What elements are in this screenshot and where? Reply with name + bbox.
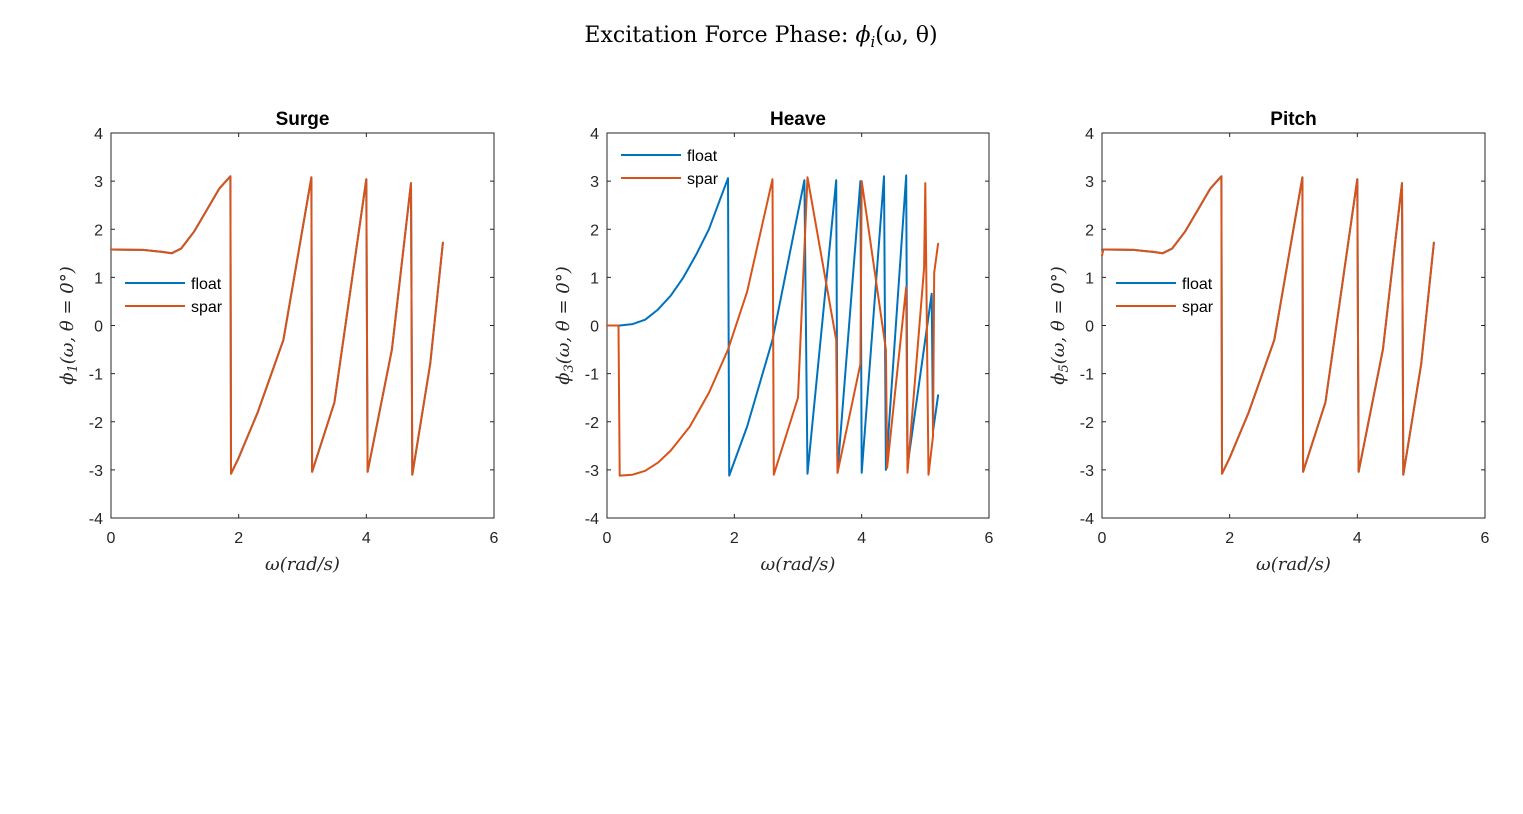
y-tick-label: 3 bbox=[590, 174, 599, 191]
legend-label-float: float bbox=[1182, 276, 1213, 293]
x-axis-label: ω(rad/s) bbox=[1256, 554, 1331, 575]
x-tick-label: 0 bbox=[1098, 530, 1107, 547]
figure-title-text: Excitation Force Phase: bbox=[584, 23, 855, 48]
series-line-spar bbox=[110, 175, 444, 476]
panel-title: Pitch bbox=[1270, 109, 1316, 130]
x-axis-label: ω(rad/s) bbox=[265, 554, 340, 575]
y-tick-label: 2 bbox=[590, 222, 599, 239]
figure-title: Excitation Force Phase: ϕi(ω, θ) bbox=[584, 23, 937, 51]
figure-title-subscript: i bbox=[870, 33, 875, 51]
y-tick-label: 1 bbox=[1085, 270, 1094, 287]
y-tick-label: -3 bbox=[585, 463, 599, 480]
y-axis-label-args: (ω, θ = 0°) bbox=[1048, 266, 1069, 364]
y-tick-label: 0 bbox=[94, 319, 103, 336]
y-tick-label: -1 bbox=[1080, 367, 1094, 384]
y-tick-label: -1 bbox=[585, 367, 599, 384]
y-axis-label-subscript: 3 bbox=[562, 364, 577, 372]
series-line-float bbox=[606, 174, 940, 477]
y-axis-label: ϕ1(ω, θ = 0°) bbox=[57, 266, 81, 385]
y-tick-label: 0 bbox=[1085, 319, 1094, 336]
y-tick-label: -1 bbox=[89, 367, 103, 384]
x-tick-label: 2 bbox=[234, 530, 243, 547]
y-axis-label-subscript: 1 bbox=[66, 364, 81, 372]
x-tick-label: 6 bbox=[1481, 530, 1490, 547]
series-line-spar bbox=[606, 176, 940, 477]
y-tick-label: 2 bbox=[94, 222, 103, 239]
x-tick-label: 4 bbox=[362, 530, 371, 547]
legend-label-float: float bbox=[191, 276, 222, 293]
y-axis-label: ϕ5(ω, θ = 0°) bbox=[1048, 266, 1072, 385]
figure-title-args: (ω, θ) bbox=[875, 23, 937, 48]
legend: float spar bbox=[1116, 276, 1214, 316]
legend-label-spar: spar bbox=[687, 171, 719, 188]
panel-title: Surge bbox=[276, 109, 330, 130]
y-tick-label: -4 bbox=[89, 511, 103, 528]
x-tick-label: 6 bbox=[985, 530, 994, 547]
y-axis-label-subscript: 5 bbox=[1057, 364, 1072, 372]
legend-label-spar: spar bbox=[191, 299, 223, 316]
y-tick-label: 3 bbox=[1085, 174, 1094, 191]
x-tick-label: 2 bbox=[730, 530, 739, 547]
y-tick-label: -2 bbox=[1080, 415, 1094, 432]
x-tick-label: 2 bbox=[1225, 530, 1234, 547]
x-tick-label: 6 bbox=[490, 530, 499, 547]
axes-box bbox=[1101, 132, 1486, 519]
y-axis-label-args: (ω, θ = 0°) bbox=[57, 266, 78, 364]
y-tick-label: 0 bbox=[590, 319, 599, 336]
y-axis-label-args: (ω, θ = 0°) bbox=[553, 266, 574, 364]
y-tick-label: -3 bbox=[89, 463, 103, 480]
axes-box bbox=[110, 132, 495, 519]
x-tick-label: 4 bbox=[857, 530, 866, 547]
y-axis-label-symbol: ϕ bbox=[553, 372, 574, 384]
x-tick-label: 0 bbox=[603, 530, 612, 547]
y-tick-label: -4 bbox=[585, 511, 599, 528]
panel-pitch: -4 -3 -2 -1 0 1 2 3 4 0 2 4 6 Pitch ω(rad/s) ϕ5(ω, θ = … bbox=[1048, 109, 1490, 575]
y-tick-label: 1 bbox=[94, 270, 103, 287]
legend-label-spar: spar bbox=[1182, 299, 1214, 316]
figure-title-symbol: ϕ bbox=[855, 23, 870, 48]
x-tick-label: 4 bbox=[1353, 530, 1362, 547]
legend-label-float: float bbox=[687, 148, 718, 165]
y-tick-label: -2 bbox=[585, 415, 599, 432]
y-tick-label: 2 bbox=[1085, 222, 1094, 239]
y-tick-label: -2 bbox=[89, 415, 103, 432]
y-tick-label: 4 bbox=[94, 126, 103, 143]
y-axis-label-symbol: ϕ bbox=[1048, 372, 1069, 384]
y-tick-label: -3 bbox=[1080, 463, 1094, 480]
legend: float spar bbox=[125, 276, 223, 316]
x-axis-label: ω(rad/s) bbox=[761, 554, 836, 575]
legend: float spar bbox=[621, 148, 719, 188]
y-tick-label: 4 bbox=[1085, 126, 1094, 143]
x-tick-label: 0 bbox=[107, 530, 116, 547]
y-tick-label: 4 bbox=[590, 126, 599, 143]
y-tick-label: -4 bbox=[1080, 511, 1094, 528]
panel-title: Heave bbox=[770, 109, 826, 130]
series-line-spar bbox=[1101, 175, 1435, 476]
y-axis-label: ϕ3(ω, θ = 0°) bbox=[553, 266, 577, 385]
y-tick-label: 1 bbox=[590, 270, 599, 287]
y-tick-label: 3 bbox=[94, 174, 103, 191]
y-axis-label-symbol: ϕ bbox=[57, 372, 78, 384]
